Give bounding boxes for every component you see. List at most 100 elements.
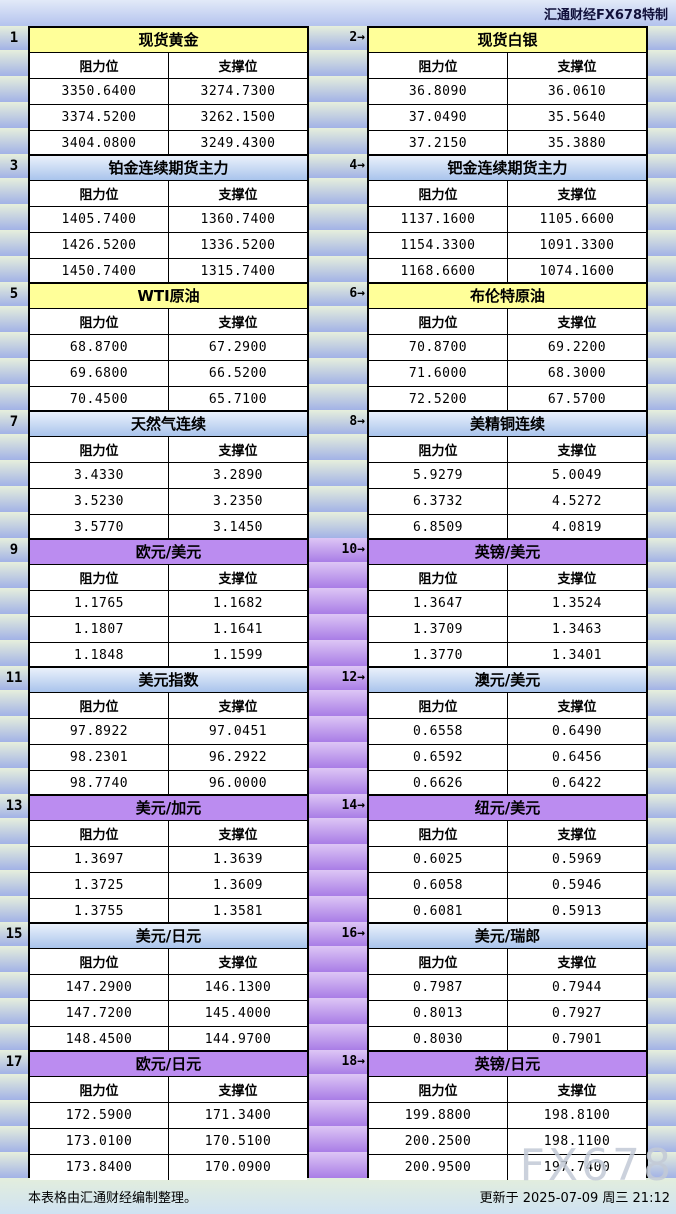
left-table-number: 9 xyxy=(9,542,19,558)
resistance-value: 0.7987 xyxy=(369,974,507,1000)
resistance-header: 阻力位 xyxy=(30,308,168,334)
support-value: 69.2200 xyxy=(507,334,646,360)
price-table-right: 钯金连续期货主力 阻力位 支撑位 1137.1600 1105.6600 1154… xyxy=(367,154,648,284)
table-row: 0.6626 0.6422 xyxy=(369,770,646,796)
table-header-row: 阻力位 支撑位 xyxy=(30,564,307,590)
table-row: 0.6058 0.5946 xyxy=(369,872,646,898)
resistance-value: 72.5200 xyxy=(369,386,507,412)
table-header-row: 阻力位 支撑位 xyxy=(30,52,307,78)
table-row: 97.8922 97.0451 xyxy=(30,718,307,744)
table-row: 6.3732 4.5272 xyxy=(369,488,646,514)
resistance-header: 阻力位 xyxy=(30,436,168,462)
resistance-value: 0.8030 xyxy=(369,1026,507,1052)
table-row: 0.6025 0.5969 xyxy=(369,846,646,872)
table-row: 70.8700 69.2200 xyxy=(369,334,646,360)
table-row: 147.7200 145.4000 xyxy=(30,1000,307,1026)
resistance-header: 阻力位 xyxy=(369,436,507,462)
resistance-value: 98.7740 xyxy=(30,770,168,796)
resistance-value: 3.5770 xyxy=(30,514,168,540)
price-table-right: 纽元/美元 阻力位 支撑位 0.6025 0.5969 0.6058 0.5946 … xyxy=(367,794,648,924)
table-row: 3374.5200 3262.1500 xyxy=(30,104,307,130)
support-value: 1315.7400 xyxy=(168,258,307,284)
support-value: 0.5946 xyxy=(507,872,646,898)
price-table-right: 现货白银 阻力位 支撑位 36.8090 36.0610 37.0490 35.56… xyxy=(367,26,648,156)
table-row: 1.1848 1.1599 xyxy=(30,642,307,668)
support-header: 支撑位 xyxy=(507,180,646,206)
resistance-header: 阻力位 xyxy=(30,1076,168,1102)
section: 1 现货黄金 阻力位 支撑位 3350.6400 3274.7300 3374.5… xyxy=(0,26,676,156)
table-row: 1.1765 1.1682 xyxy=(30,590,307,616)
support-header: 支撑位 xyxy=(507,1076,646,1102)
resistance-value: 3350.6400 xyxy=(30,78,168,104)
support-value: 0.7901 xyxy=(507,1026,646,1052)
table-row: 1426.5200 1336.5200 xyxy=(30,232,307,258)
table-row: 1.3697 1.3639 xyxy=(30,846,307,872)
table-header-row: 阻力位 支撑位 xyxy=(369,948,646,974)
left-row-gutter: 11 xyxy=(0,666,28,794)
support-value: 35.5640 xyxy=(507,104,646,130)
support-header: 支撑位 xyxy=(507,564,646,590)
resistance-value: 37.0490 xyxy=(369,104,507,130)
right-edge-gutter xyxy=(648,26,676,154)
price-table-left: 现货黄金 阻力位 支撑位 3350.6400 3274.7300 3374.520… xyxy=(28,26,309,156)
support-value: 96.2922 xyxy=(168,744,307,770)
support-header: 支撑位 xyxy=(168,564,307,590)
table-row: 98.7740 96.0000 xyxy=(30,770,307,796)
mid-spacer: 6→ xyxy=(309,282,367,410)
table-title: 钯金连续期货主力 xyxy=(369,156,646,180)
resistance-value: 1405.7400 xyxy=(30,206,168,232)
resistance-value: 0.6025 xyxy=(369,846,507,872)
table-row: 3350.6400 3274.7300 xyxy=(30,78,307,104)
support-value: 170.5100 xyxy=(168,1128,307,1154)
support-value: 170.0900 xyxy=(168,1154,307,1180)
table-title: 美元指数 xyxy=(30,668,307,692)
resistance-value: 1.3725 xyxy=(30,872,168,898)
table-header-row: 阻力位 支撑位 xyxy=(30,820,307,846)
support-value: 67.5700 xyxy=(507,386,646,412)
resistance-value: 1.3647 xyxy=(369,590,507,616)
left-table-number: 13 xyxy=(5,798,23,814)
support-value: 144.9700 xyxy=(168,1026,307,1052)
support-value: 171.3400 xyxy=(168,1102,307,1128)
right-table-number: 4→ xyxy=(349,158,365,173)
resistance-value: 0.8013 xyxy=(369,1000,507,1026)
table-title: 欧元/日元 xyxy=(30,1052,307,1076)
table-row: 5.9279 5.0049 xyxy=(369,462,646,488)
support-value: 36.0610 xyxy=(507,78,646,104)
section: 9 欧元/美元 阻力位 支撑位 1.1765 1.1682 1.1807 1.164… xyxy=(0,538,676,668)
footer: 本表格由汇通财经编制整理。 更新于 2025-07-09 周三 21:12 xyxy=(0,1178,676,1214)
resistance-header: 阻力位 xyxy=(30,948,168,974)
right-edge-gutter xyxy=(648,154,676,282)
footer-updated: 更新于 2025-07-09 周三 21:12 xyxy=(479,1190,670,1206)
resistance-value: 1.1765 xyxy=(30,590,168,616)
support-value: 0.7927 xyxy=(507,1000,646,1026)
support-value: 0.6490 xyxy=(507,718,646,744)
support-header: 支撑位 xyxy=(168,308,307,334)
support-value: 96.0000 xyxy=(168,770,307,796)
table-row: 1.3770 1.3401 xyxy=(369,642,646,668)
support-header: 支撑位 xyxy=(168,1076,307,1102)
support-value: 0.6456 xyxy=(507,744,646,770)
resistance-value: 6.8509 xyxy=(369,514,507,540)
support-value: 3249.4300 xyxy=(168,130,307,156)
support-header: 支撑位 xyxy=(168,180,307,206)
support-value: 3262.1500 xyxy=(168,104,307,130)
table-title: 天然气连续 xyxy=(30,412,307,436)
resistance-header: 阻力位 xyxy=(30,180,168,206)
resistance-header: 阻力位 xyxy=(369,308,507,334)
support-value: 68.3000 xyxy=(507,360,646,386)
left-table-number: 3 xyxy=(9,158,19,174)
sections: 1 现货黄金 阻力位 支撑位 3350.6400 3274.7300 3374.5… xyxy=(0,26,676,1180)
support-header: 支撑位 xyxy=(507,308,646,334)
table-header-row: 阻力位 支撑位 xyxy=(369,52,646,78)
table-row: 0.8030 0.7901 xyxy=(369,1026,646,1052)
table-header-row: 阻力位 支撑位 xyxy=(30,948,307,974)
resistance-value: 1168.6600 xyxy=(369,258,507,284)
resistance-value: 69.6800 xyxy=(30,360,168,386)
support-value: 1105.6600 xyxy=(507,206,646,232)
table-header-row: 阻力位 支撑位 xyxy=(369,308,646,334)
resistance-value: 3404.0800 xyxy=(30,130,168,156)
table-row: 200.2500 198.1100 xyxy=(369,1128,646,1154)
support-header: 支撑位 xyxy=(507,820,646,846)
table-title: 现货白银 xyxy=(369,28,646,52)
